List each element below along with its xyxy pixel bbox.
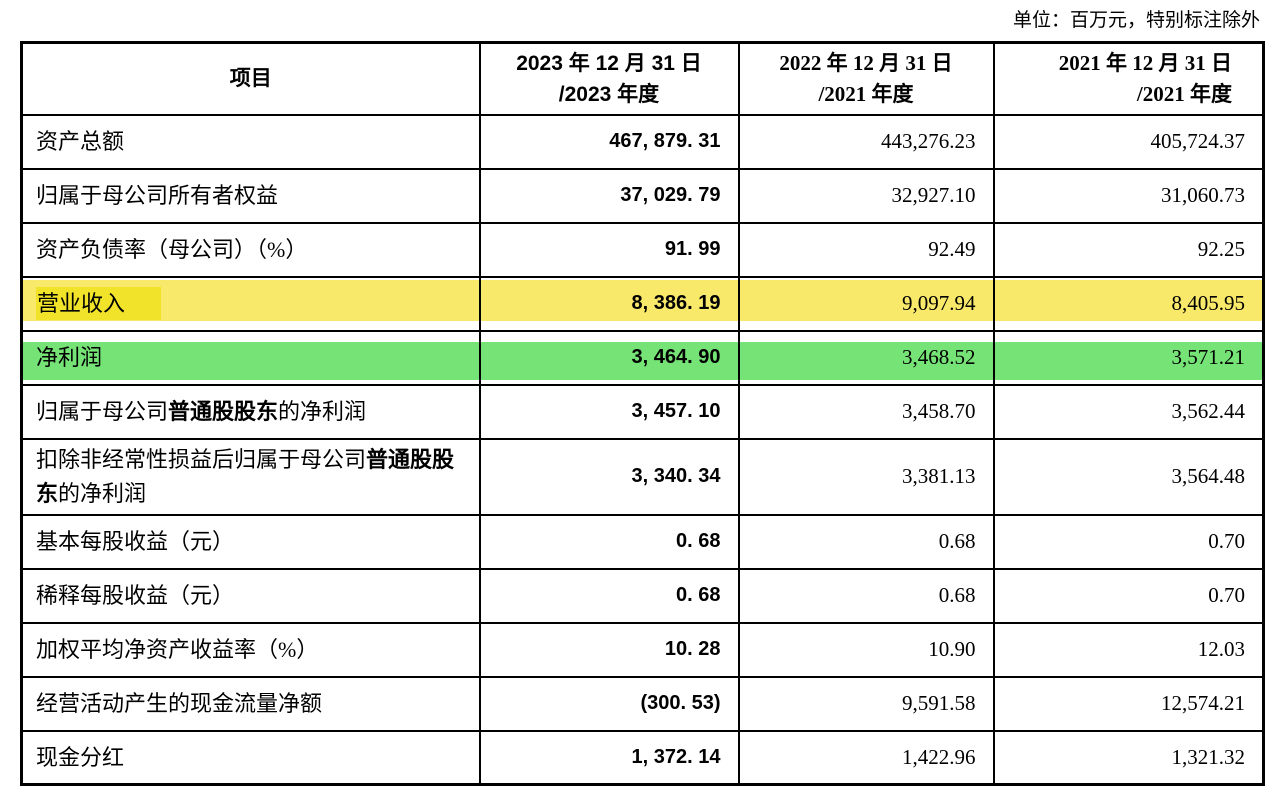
table-row-cash-dividend: 现金分红 1, 372. 14 1,422.96 1,321.32 bbox=[20, 729, 1265, 786]
value-2022: 443,276.23 bbox=[737, 113, 995, 170]
value-2022: 9,097.94 bbox=[737, 275, 995, 332]
value-2023: 3, 340. 34 bbox=[478, 437, 740, 516]
row-label: 净利润 bbox=[20, 329, 481, 386]
row-label: 资产总额 bbox=[20, 113, 481, 170]
table-row-profit-to-common-shareholders: 归属于母公司普通股股东的净利润 3, 457. 10 3,458.70 3,56… bbox=[20, 383, 1265, 440]
header-2022-line1: 2022 年 12 月 31 日 bbox=[779, 50, 953, 75]
value-2021: 0.70 bbox=[992, 513, 1265, 570]
value-2023: (300. 53) bbox=[478, 675, 740, 732]
table-row-total-assets: 资产总额 467, 879. 31 443,276.23 405,724.37 bbox=[20, 113, 1265, 170]
value-2021: 405,724.37 bbox=[992, 113, 1265, 170]
header-2023-line1: 2023 年 12 月 31 日 bbox=[516, 51, 702, 75]
row-label: 稀释每股收益（元） bbox=[20, 567, 481, 624]
row-label: 加权平均净资产收益率（%） bbox=[20, 621, 481, 678]
row-label: 资产负债率（母公司）（%） bbox=[20, 221, 481, 278]
value-2023: 3, 464. 90 bbox=[478, 329, 740, 386]
row-label-text: 扣除非经常性损益后归属于母公司 bbox=[36, 446, 367, 472]
table-row-deducted-profit-to-common-shareholders: 扣除非经常性损益后归属于母公司普通股股东的净利润 3, 340. 34 3,38… bbox=[20, 437, 1265, 516]
value-2022: 0.68 bbox=[737, 567, 995, 624]
value-2021: 0.70 bbox=[992, 567, 1265, 624]
value-2022: 10.90 bbox=[737, 621, 995, 678]
row-label-text: 的净利润 bbox=[278, 398, 367, 424]
value-2021: 31,060.73 bbox=[992, 167, 1265, 224]
value-2021: 3,571.21 bbox=[992, 329, 1265, 386]
value-2023: 0. 68 bbox=[478, 567, 740, 624]
value-2023: 1, 372. 14 bbox=[478, 729, 740, 786]
value-2021: 8,405.95 bbox=[992, 275, 1265, 332]
table-row-revenue-highlighted: 营业收入 8, 386. 19 9,097.94 8,405.95 bbox=[20, 275, 1265, 332]
yellow-text-highlight: 营业收入 bbox=[36, 286, 162, 320]
row-label-text: 经营活动产生的现金流量净额 bbox=[36, 690, 323, 716]
value-2021: 1,321.32 bbox=[992, 729, 1265, 786]
table-row-diluted-eps: 稀释每股收益（元） 0. 68 0.68 0.70 bbox=[20, 567, 1265, 624]
value-2021: 3,562.44 bbox=[992, 383, 1265, 440]
value-2022: 32,927.10 bbox=[737, 167, 995, 224]
header-item-label: 项目 bbox=[229, 66, 272, 91]
value-2022: 3,468.52 bbox=[737, 329, 995, 386]
value-2023: 10. 28 bbox=[478, 621, 740, 678]
header-2023: 2023 年 12 月 31 日 /2023 年度 bbox=[478, 41, 740, 116]
value-2023: 3, 457. 10 bbox=[478, 383, 740, 440]
value-2022: 1,422.96 bbox=[737, 729, 995, 786]
row-label-text: 净利润 bbox=[36, 344, 103, 370]
row-label: 归属于母公司普通股股东的净利润 bbox=[20, 383, 481, 440]
value-2021: 12.03 bbox=[992, 621, 1265, 678]
unit-note: 单位：百万元，特别标注除外 bbox=[1012, 10, 1260, 31]
row-label-text: 归属于母公司所有者权益 bbox=[36, 182, 279, 208]
header-2021: 2021 年 12 月 31 日 /2021 年度 bbox=[992, 41, 1265, 116]
value-2022: 3,381.13 bbox=[737, 437, 995, 516]
value-2023: 0. 68 bbox=[478, 513, 740, 570]
header-2022-line2: /2021 年度 bbox=[818, 82, 914, 107]
value-2021: 92.25 bbox=[992, 221, 1265, 278]
table-row-weighted-avg-roe: 加权平均净资产收益率（%） 10. 28 10.90 12.03 bbox=[20, 621, 1265, 678]
header-2023-line2: /2023 年度 bbox=[558, 83, 660, 107]
row-label-text: 基本每股收益（元） bbox=[36, 528, 235, 554]
value-2021: 3,564.48 bbox=[992, 437, 1265, 516]
row-label-text: 资产总额 bbox=[36, 128, 125, 154]
table-row-parent-equity: 归属于母公司所有者权益 37, 029. 79 32,927.10 31,060… bbox=[20, 167, 1265, 224]
row-label-text: 稀释每股收益（元） bbox=[36, 582, 235, 608]
table-row-debt-ratio: 资产负债率（母公司）（%） 91. 99 92.49 92.25 bbox=[20, 221, 1265, 278]
value-2022: 9,591.58 bbox=[737, 675, 995, 732]
row-label: 基本每股收益（元） bbox=[20, 513, 481, 570]
row-label-bold-text: 普通股股东 bbox=[36, 446, 455, 506]
value-2023: 91. 99 bbox=[478, 221, 740, 278]
header-item: 项目 bbox=[20, 41, 481, 116]
value-2023: 37, 029. 79 bbox=[478, 167, 740, 224]
row-label-text: 资产负债率（母公司）（%） bbox=[36, 236, 308, 262]
row-label-bold-text: 普通股股东 bbox=[168, 398, 279, 424]
row-label: 扣除非经常性损益后归属于母公司普通股股东的净利润 bbox=[20, 437, 481, 516]
table-row-basic-eps: 基本每股收益（元） 0. 68 0.68 0.70 bbox=[20, 513, 1265, 570]
header-2021-line1: 2021 年 12 月 31 日 bbox=[1058, 50, 1232, 75]
row-label: 现金分红 bbox=[20, 729, 481, 786]
header-2021-line2: /2021 年度 bbox=[1136, 82, 1232, 107]
value-2021: 12,574.21 bbox=[992, 675, 1265, 732]
row-label: 经营活动产生的现金流量净额 bbox=[20, 675, 481, 732]
row-label: 归属于母公司所有者权益 bbox=[20, 167, 481, 224]
table-row-operating-cash-flow: 经营活动产生的现金流量净额 (300. 53) 9,591.58 12,574.… bbox=[20, 675, 1265, 732]
row-label-text: 现金分红 bbox=[36, 744, 125, 770]
value-2023: 8, 386. 19 bbox=[478, 275, 740, 332]
value-2022: 92.49 bbox=[737, 221, 995, 278]
value-2022: 0.68 bbox=[737, 513, 995, 570]
financial-summary-table: 项目 2023 年 12 月 31 日 /2023 年度 2022 年 12 月… bbox=[20, 41, 1265, 787]
row-label: 营业收入 bbox=[20, 275, 481, 332]
header-2022: 2022 年 12 月 31 日 /2021 年度 bbox=[737, 41, 995, 116]
row-label-text: 归属于母公司 bbox=[36, 398, 169, 424]
row-label-text: 的净利润 bbox=[58, 480, 147, 506]
value-2023: 467, 879. 31 bbox=[478, 113, 740, 170]
row-label-text: 加权平均净资产收益率（%） bbox=[36, 636, 319, 662]
table-row-net-profit-highlighted: 净利润 3, 464. 90 3,468.52 3,571.21 bbox=[20, 329, 1265, 386]
value-2022: 3,458.70 bbox=[737, 383, 995, 440]
header-row: 项目 2023 年 12 月 31 日 /2023 年度 2022 年 12 月… bbox=[20, 41, 1265, 116]
